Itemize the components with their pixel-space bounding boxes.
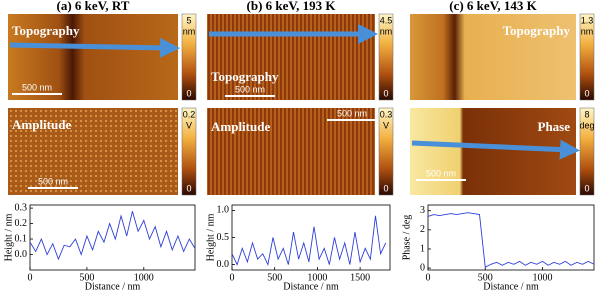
y-tick-label: 0.2 xyxy=(15,218,28,229)
colorbar-max: 4.5 xyxy=(380,15,393,25)
image-label: Topography xyxy=(211,69,279,84)
x-tick-label: 500 xyxy=(79,272,94,283)
profile-line xyxy=(29,211,196,261)
panel-title: (a) 6 keV, RT xyxy=(57,0,130,13)
x-tick-label: 0 xyxy=(230,272,235,283)
x-tick-label: 1000 xyxy=(134,272,154,283)
scale-bar-label: 500 nm xyxy=(38,176,68,186)
scale-bar-label: 500 nm xyxy=(235,84,265,94)
y-tick-label: 1.0 xyxy=(217,205,230,216)
colorbar-unit: nm xyxy=(581,26,594,36)
afm-image xyxy=(207,14,375,100)
y-tick-label: 0.0 xyxy=(217,259,230,270)
arrow xyxy=(9,37,180,58)
profile-line xyxy=(231,215,387,267)
panel-title: (c) 6 keV, 143 K xyxy=(449,0,537,13)
colorbar-unit: deg xyxy=(579,120,594,130)
colorbar xyxy=(181,13,197,101)
colorbar-unit: V xyxy=(383,120,389,130)
colorbar-max: 1.3 xyxy=(581,15,594,25)
colorbar-min: 0 xyxy=(584,183,589,193)
x-tick-label: 1500 xyxy=(350,272,370,283)
scale-bar-label: 500 nm xyxy=(426,168,456,178)
image-label: Amplitude xyxy=(211,119,270,134)
colorbar-min: 0 xyxy=(584,88,589,98)
colorbar xyxy=(378,107,394,196)
colorbar xyxy=(579,13,595,101)
y-axis-label: Phase / deg xyxy=(401,215,412,261)
y-tick-label: 0.0 xyxy=(15,249,28,260)
afm-image xyxy=(8,108,178,195)
scale-bar-label: 500 nm xyxy=(337,108,367,118)
colorbar xyxy=(181,107,197,196)
x-tick-label: 1000 xyxy=(307,272,327,283)
scale-bar-label: 500 nm xyxy=(22,82,52,92)
y-tick-label: 0.3 xyxy=(15,202,28,213)
colorbar-min: 0 xyxy=(186,88,191,98)
colorbar-max: 5 xyxy=(186,15,191,25)
y-tick-label: 1 xyxy=(420,243,425,254)
y-tick-label: 3 xyxy=(420,205,425,216)
plot-frame xyxy=(231,204,391,271)
afm-image xyxy=(207,108,375,195)
profile-line xyxy=(427,212,595,268)
plot-frame xyxy=(29,204,196,271)
x-tick-label: 500 xyxy=(478,272,493,283)
x-tick-label: 0 xyxy=(28,272,33,283)
plot-frame xyxy=(427,204,595,271)
colorbar-max: 8 xyxy=(584,109,589,119)
images xyxy=(8,14,580,195)
afm-image xyxy=(410,14,576,100)
colorbar-max: 0.3 xyxy=(380,109,393,119)
colorbar-max: 0.2 xyxy=(183,109,196,119)
y-axis-label: Height / nm xyxy=(3,213,14,261)
arrow xyxy=(411,139,580,160)
colorbar-unit: nm xyxy=(380,26,393,36)
y-tick-label: 0.5 xyxy=(217,232,230,243)
image-label: Topography xyxy=(12,23,80,38)
afm-image xyxy=(8,14,178,100)
x-axis-label: Distance / nm xyxy=(283,281,339,292)
y-tick-label: 0.1 xyxy=(15,233,28,244)
x-tick-label: 0 xyxy=(426,272,431,283)
colorbar-unit: V xyxy=(186,120,192,130)
y-axis-label: Height / nm xyxy=(205,213,216,261)
y-tick-label: 0 xyxy=(420,262,425,273)
colorbar-min: 0 xyxy=(186,183,191,193)
colorbar xyxy=(378,13,394,101)
x-tick-label: 1000 xyxy=(532,272,552,283)
image-label: Phase xyxy=(538,119,571,134)
panel-title: (b) 6 keV, 193 K xyxy=(247,0,337,13)
colorbar-min: 0 xyxy=(383,88,388,98)
colorbar-unit: nm xyxy=(183,26,196,36)
x-tick-label: 500 xyxy=(267,272,282,283)
y-tick-label: 2 xyxy=(420,224,425,235)
x-axis-label: Distance / nm xyxy=(85,281,141,292)
image-label: Amplitude xyxy=(12,117,71,132)
colorbar-min: 0 xyxy=(383,183,388,193)
image-label: Topography xyxy=(503,23,571,38)
x-axis-label: Distance / nm xyxy=(483,281,539,292)
colorbar xyxy=(579,107,595,196)
